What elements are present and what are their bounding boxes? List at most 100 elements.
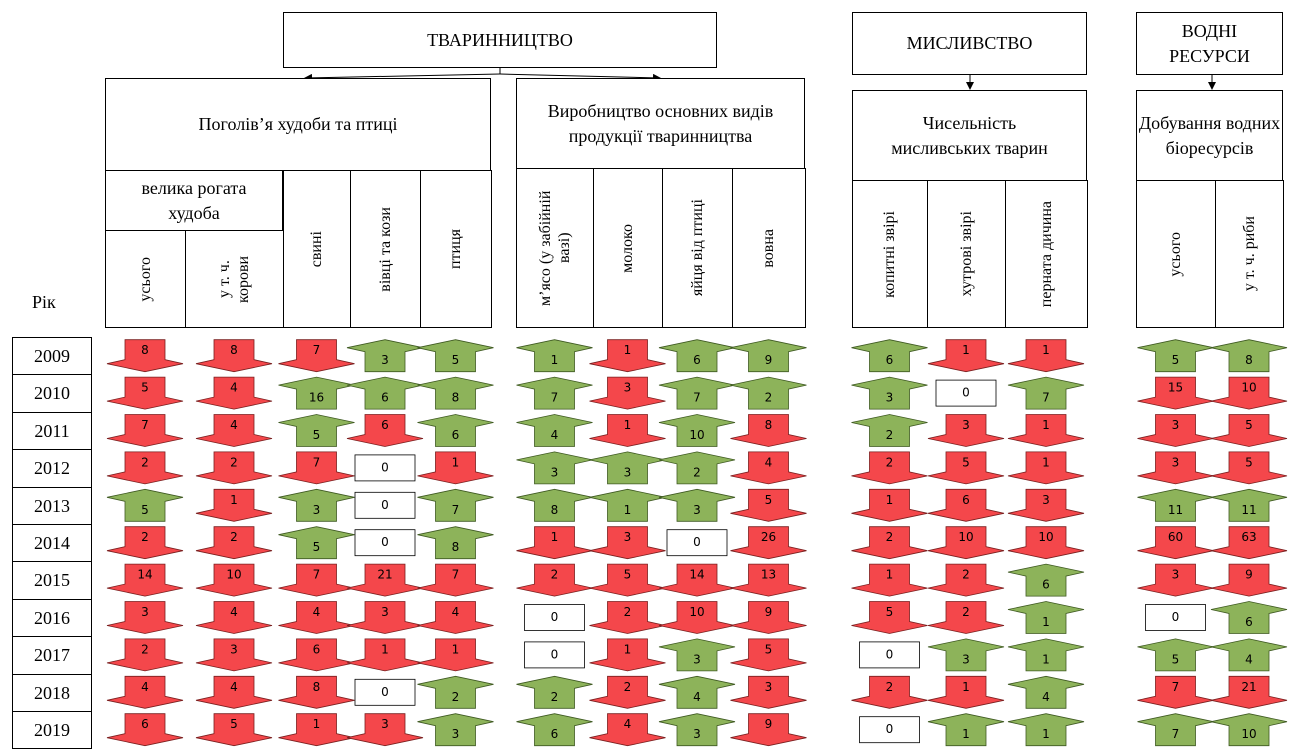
value-label: 1 [1042, 652, 1050, 666]
zero-box [354, 529, 416, 557]
value-label: 2 [765, 391, 773, 405]
group-header: Чисельність мисливських тварин [852, 90, 1087, 181]
label: ТВАРИННИЦТВО [427, 29, 573, 50]
value-label: 3 [1172, 418, 1180, 432]
label: копитні звірі [881, 210, 899, 298]
arrow-down [589, 638, 666, 672]
value-label: 2 [452, 690, 460, 704]
arrow-down [851, 526, 928, 560]
arrow-up [516, 414, 593, 447]
value-label: 0 [962, 386, 970, 400]
arrow-up [1007, 638, 1085, 672]
zero-box [1145, 604, 1206, 631]
arrow-down [195, 339, 273, 373]
arrow-up [658, 451, 736, 485]
arrow-down [346, 638, 424, 672]
arrow-down [106, 675, 184, 709]
value-label: 1 [230, 493, 238, 507]
value-label: 7 [1042, 391, 1050, 405]
value-label: 10 [958, 530, 973, 544]
value-label: 14 [689, 568, 704, 582]
arrow-down [106, 713, 184, 747]
value-label: 1 [1042, 615, 1050, 629]
value-label: 7 [141, 418, 149, 432]
arrow-down [927, 488, 1005, 522]
value-label: 10 [1038, 530, 1053, 544]
value-label: 14 [137, 568, 152, 582]
zero-box [524, 604, 585, 631]
value-label: 4 [693, 690, 701, 704]
value-label: 4 [141, 680, 149, 694]
arrow-up [927, 713, 1005, 747]
value-label: 7 [313, 568, 321, 582]
year-cell: 2017 [12, 636, 92, 675]
value-label: 2 [886, 455, 894, 469]
arrow-down [106, 339, 184, 373]
arrow-down [278, 451, 355, 485]
arrow-up [516, 675, 593, 709]
arrow-down [1007, 488, 1085, 522]
value-label: 0 [381, 498, 389, 512]
arrow-up [417, 339, 494, 373]
subgroup-header: велика рогата худоба [105, 170, 283, 231]
value-label: 11 [1241, 503, 1256, 517]
value-label: 8 [452, 391, 460, 405]
label: 2013 [34, 495, 70, 516]
arrow-down [1210, 563, 1288, 597]
value-label: 0 [693, 535, 701, 549]
value-label: 7 [452, 503, 460, 517]
value-label: 5 [886, 605, 894, 619]
arrow-down [417, 563, 494, 597]
connector [304, 73, 501, 82]
column-header: вівці та кози [350, 170, 421, 328]
value-label: 15 [1168, 381, 1183, 395]
arrow-down [195, 601, 273, 634]
label: 2016 [34, 607, 70, 628]
value-label: 13 [761, 568, 776, 582]
arrow-down [927, 601, 1005, 634]
value-label: 1 [1042, 343, 1050, 357]
arrow-down [730, 713, 807, 747]
arrow-down [851, 601, 928, 634]
value-label: 1 [624, 503, 632, 517]
arrow-down [730, 638, 807, 672]
label: Поголів’я худоби та птиці [198, 114, 398, 135]
value-label: 3 [624, 530, 632, 544]
arrow-down [851, 488, 928, 522]
value-label: 0 [1172, 610, 1180, 624]
year-cell: 2019 [12, 711, 92, 749]
arrow-down [730, 526, 807, 560]
arrow-up [516, 488, 593, 522]
arrow-down [589, 339, 666, 373]
arrow-down [589, 601, 666, 634]
arrow-down [417, 451, 494, 485]
year-cell: 2014 [12, 524, 92, 563]
value-label: 10 [226, 568, 241, 582]
value-label: 21 [377, 568, 392, 582]
arrow-up [851, 414, 928, 447]
arrow-down [927, 563, 1005, 597]
value-label: 5 [624, 568, 632, 582]
value-label: 4 [230, 418, 238, 432]
arrow-down [1210, 414, 1288, 447]
year-cell: 2018 [12, 673, 92, 712]
value-label: 1 [624, 418, 632, 432]
column-header: яйця від птиці [662, 168, 733, 328]
arrow-down [730, 451, 807, 485]
label: Добування водних біоресурсів [1138, 113, 1281, 158]
value-label: 4 [230, 605, 238, 619]
value-label: 0 [886, 647, 894, 661]
value-label: 3 [624, 381, 632, 395]
arrow-up [658, 638, 736, 672]
value-label: 6 [886, 353, 894, 367]
label: ВОДНІ РЕСУРСИ [1169, 21, 1250, 66]
value-label: 8 [551, 503, 559, 517]
arrow-down [730, 601, 807, 634]
arrow-up [516, 451, 593, 485]
arrow-down [589, 713, 666, 747]
group-header: Виробництво основних видів продукції тва… [516, 78, 805, 169]
label: у т. ч. корови [216, 255, 253, 303]
column-header: вовна [732, 168, 806, 328]
value-label: 3 [962, 652, 970, 666]
